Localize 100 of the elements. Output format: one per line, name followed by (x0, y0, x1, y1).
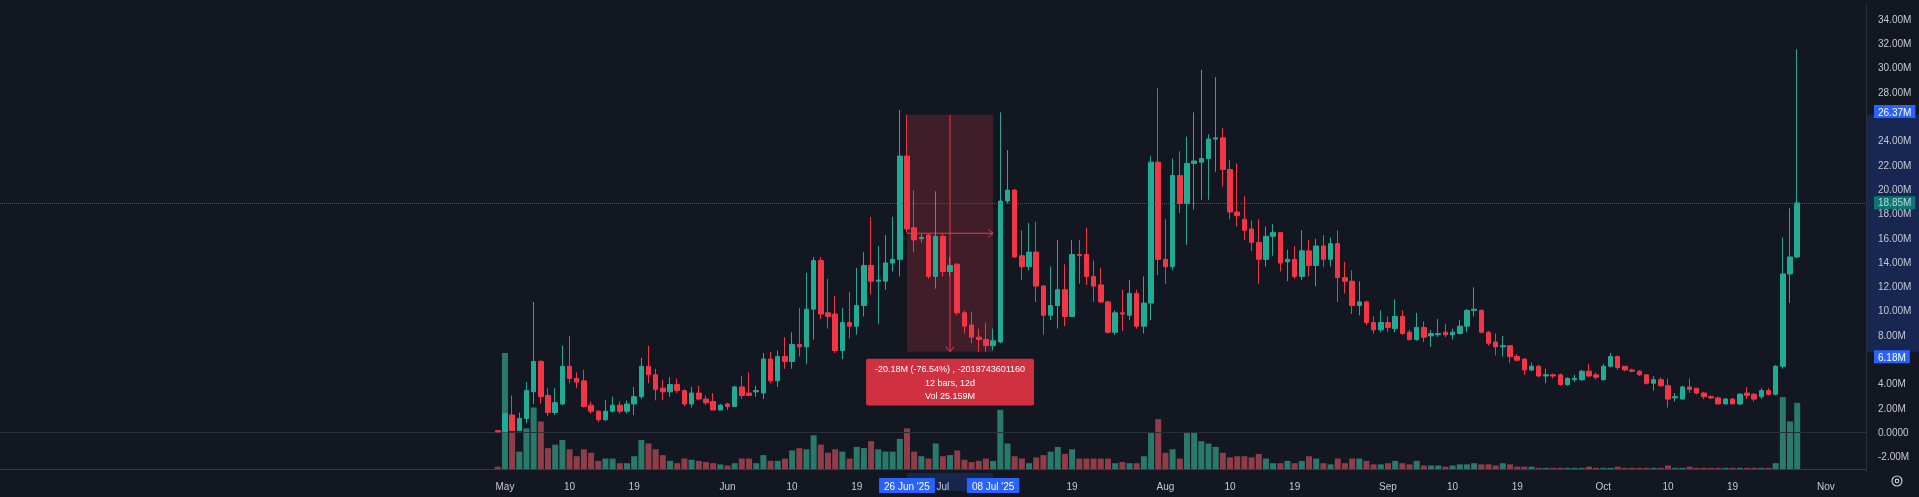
bar (688, 459, 695, 469)
candlestick (1026, 222, 1032, 271)
x-tick-label: 10 (1224, 480, 1237, 492)
candlestick (524, 381, 529, 424)
candlestick (1378, 309, 1384, 333)
candlestick (1012, 188, 1017, 259)
candlestick (1120, 289, 1125, 332)
candlestick (1019, 229, 1025, 281)
bar (925, 458, 932, 469)
candlestick (775, 350, 780, 388)
candlestick (1550, 373, 1556, 379)
x-tick-label: Jul (936, 480, 950, 492)
bar (1370, 464, 1377, 469)
candlestick (725, 402, 730, 411)
candlestick (1364, 300, 1369, 326)
candlestick (1292, 245, 1297, 280)
candlestick (1091, 260, 1096, 303)
bar (810, 435, 817, 469)
candlestick (1313, 238, 1319, 287)
bar (1406, 464, 1413, 469)
candlestick (1299, 229, 1305, 281)
bar (803, 449, 810, 469)
candlestick (1672, 392, 1678, 403)
candlestick (854, 267, 859, 336)
y-tick-label: 2.00M (1878, 402, 1906, 414)
bar (1356, 458, 1363, 469)
candlestick (1651, 375, 1656, 392)
candlestick (1565, 376, 1570, 387)
candlestick (1321, 234, 1326, 268)
candlestick (1766, 387, 1771, 396)
x-tick-label: 19 (1511, 480, 1524, 492)
candlestick (768, 351, 773, 384)
candlestick (1213, 76, 1218, 173)
y-tick-label: 0.0000 (1878, 426, 1910, 438)
candlestick (1385, 315, 1391, 333)
candlestick (1572, 374, 1577, 383)
x-tick-label: Aug (1156, 480, 1175, 492)
candlestick (1155, 87, 1161, 276)
bar (1169, 449, 1176, 469)
candlestick (1177, 150, 1183, 214)
bar (1126, 463, 1133, 469)
candlestick (1134, 289, 1139, 330)
candlestick (1522, 358, 1527, 376)
candlestick (1500, 335, 1506, 358)
x-tick-label: 19 (851, 480, 863, 492)
y-tick-label: 4.00M (1878, 378, 1906, 390)
candlestick (782, 336, 788, 370)
candlestick (1759, 387, 1764, 400)
y-tick-label: 8.00M (1878, 329, 1906, 341)
bar (1413, 460, 1420, 469)
y-tick-label: 12.00M (1878, 281, 1912, 293)
candlestick (1242, 195, 1247, 241)
bar (918, 456, 925, 469)
bar (1306, 456, 1313, 469)
y-tick-label: 6.18M (1878, 351, 1906, 363)
candlestick (1543, 368, 1549, 384)
candlestick (1450, 328, 1455, 341)
y-tick-label: -2.00M (1878, 451, 1910, 463)
candlestick (1687, 377, 1692, 394)
bar (1112, 463, 1119, 469)
candlestick (1199, 69, 1204, 201)
candlestick (732, 385, 737, 407)
candlestick (495, 430, 501, 433)
candlestick (1084, 227, 1089, 286)
bar (774, 460, 781, 469)
candlestick (1723, 397, 1728, 405)
candlestick (883, 234, 888, 291)
x-tick-label: Nov (1817, 480, 1835, 492)
candlestick (1637, 369, 1642, 377)
bar (1069, 449, 1076, 469)
candlestick (603, 399, 608, 422)
candlestick (933, 190, 938, 290)
candlestick (1206, 133, 1211, 201)
candlestick (517, 411, 522, 432)
candlestick (1048, 266, 1053, 321)
candlestick (567, 335, 572, 384)
bar (939, 456, 946, 469)
bar (530, 407, 537, 469)
candlestick (552, 387, 558, 416)
annotation: -20.18M (-76.54%) , -2018743601160 (875, 364, 1026, 375)
candlestick (890, 216, 895, 273)
bar (947, 455, 954, 469)
x-tick-label: Sep (1379, 480, 1398, 492)
candlestick (653, 368, 658, 401)
candlestick (1170, 158, 1175, 271)
candlestick (1278, 232, 1283, 273)
bar (1176, 458, 1183, 469)
candlestick (969, 311, 974, 344)
y-tick-label: 22.00M (1878, 159, 1912, 171)
candlestick (1335, 229, 1340, 303)
bar (616, 463, 623, 469)
candlestick (1163, 218, 1168, 285)
bar (509, 431, 516, 469)
bar (717, 464, 724, 469)
candlestick (1644, 374, 1649, 386)
bar (1061, 453, 1068, 469)
x-tick-label: Oct (1595, 480, 1612, 492)
bar (1119, 462, 1126, 469)
candlestick (1005, 149, 1010, 204)
candlestick (761, 352, 766, 400)
